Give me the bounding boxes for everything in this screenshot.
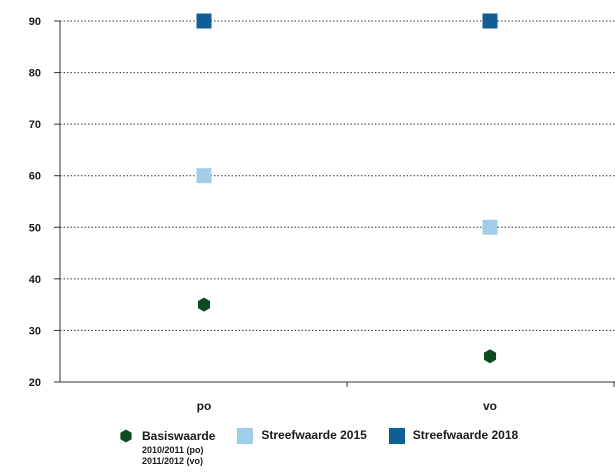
legend: Basiswaarde 2010/2011 (po) 2011/2012 (vo…: [118, 427, 540, 467]
y-tick-labels: 20 30 40 50 60 70 80 90: [29, 16, 41, 389]
legend-item-basiswaarde: Basiswaarde 2010/2011 (po) 2011/2012 (vo…: [118, 427, 215, 467]
x-category-label: vo: [483, 399, 497, 413]
legend-item-streefwaarde-2018: Streefwaarde 2018: [388, 427, 519, 444]
data-point-square: [196, 168, 212, 184]
legend-swatch: [237, 428, 254, 444]
data-point-square: [196, 13, 212, 29]
legend-note: 2011/2012 (vo): [142, 456, 204, 466]
data-point-hexagon: [483, 349, 497, 364]
y-tick-label: 20: [29, 377, 41, 389]
y-tick-label: 70: [29, 119, 41, 131]
gridlines: [60, 20, 615, 331]
x-category-label: po: [197, 399, 212, 413]
y-tick-label: 60: [29, 171, 41, 183]
y-tick-label: 50: [29, 222, 41, 234]
legend-label: Basiswaarde: [142, 429, 216, 443]
y-tick-label: 40: [29, 274, 41, 286]
legend-note: 2010/2011 (po): [142, 445, 204, 455]
legend-label: Streefwaarde 2015: [261, 428, 367, 442]
data-point-square: [482, 13, 498, 29]
y-tick-label: 90: [29, 16, 41, 28]
y-tick-label: 30: [29, 325, 41, 337]
x-category-labels: po vo: [197, 399, 497, 413]
legend-label: Streefwaarde 2018: [412, 428, 519, 442]
axes: [54, 20, 615, 387]
data-point-hexagon: [197, 297, 211, 312]
chart: 20 30 40 50 60 70 80 90 po vo: [29, 13, 615, 413]
y-tick-label: 80: [29, 68, 41, 80]
legend-swatch: [388, 428, 405, 444]
data-markers: [196, 13, 498, 364]
legend-item-streefwaarde-2015: Streefwaarde 2015: [237, 427, 367, 444]
data-point-square: [482, 219, 498, 235]
hexagon-marker-icon: [120, 429, 132, 443]
